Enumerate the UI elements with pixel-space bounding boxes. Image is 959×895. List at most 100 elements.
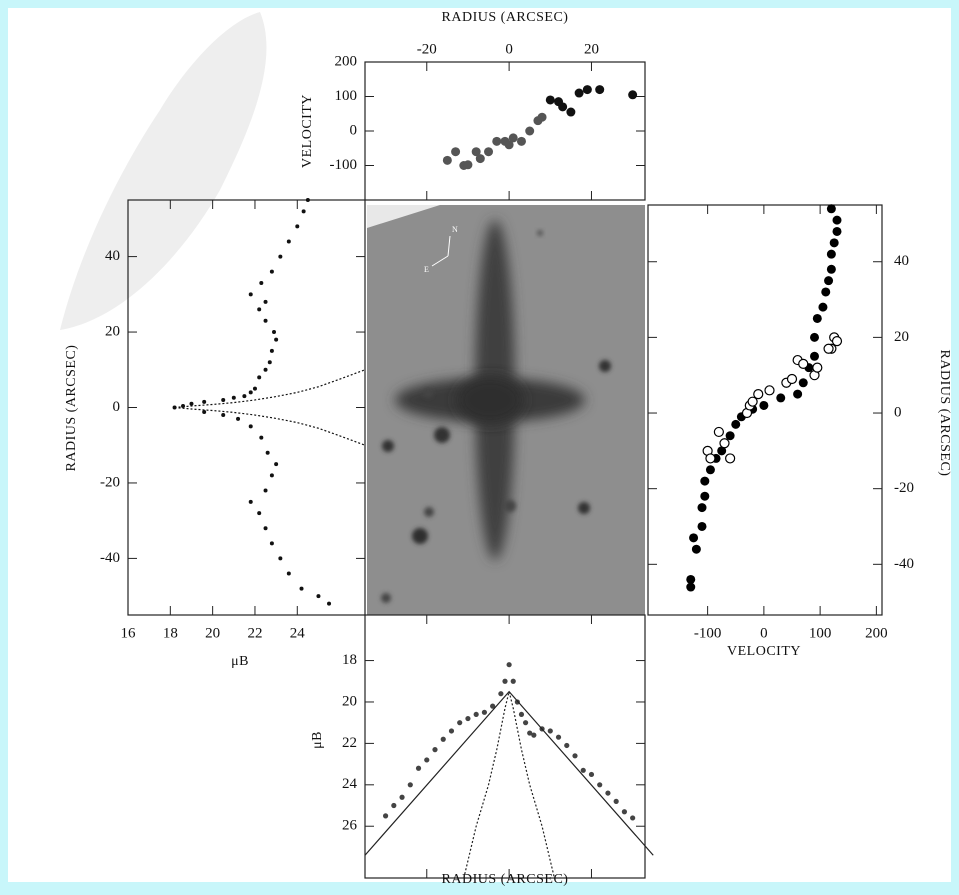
y-axis-label: μB [310, 731, 325, 749]
data-point [248, 292, 253, 297]
data-point [630, 815, 636, 821]
data-point [432, 747, 438, 753]
y-tick-label: 22 [342, 735, 357, 751]
y-tick-label: -20 [894, 480, 914, 496]
data-point [786, 373, 798, 385]
data-point [327, 601, 332, 606]
data-point [574, 88, 584, 98]
data-point [502, 678, 508, 684]
data-point [202, 410, 207, 415]
x-tick-label: 16 [121, 625, 137, 641]
data-point [717, 446, 727, 456]
y-tick-label: -20 [100, 474, 120, 490]
compass-label: N [452, 225, 458, 234]
data-point [597, 782, 603, 788]
data-point [274, 462, 279, 467]
data-point [812, 362, 823, 373]
data-point [391, 802, 397, 809]
data-point [700, 476, 710, 486]
data-point [691, 544, 701, 554]
data-point [516, 136, 526, 146]
data-point [831, 336, 843, 347]
data-point [580, 767, 586, 773]
data-point [481, 709, 488, 715]
data-point [463, 160, 473, 170]
x-axis-label: RADIUS (ARCSEC) [442, 10, 569, 25]
data-point [221, 413, 226, 418]
data-point [242, 394, 247, 399]
data-point [265, 450, 270, 455]
data-point [407, 782, 413, 788]
y-tick-label: 26 [342, 818, 358, 834]
y-tick-label: 0 [350, 122, 358, 138]
y-tick-label: 40 [105, 248, 120, 264]
data-point [257, 511, 262, 516]
model-curve [463, 691, 555, 879]
data-point [764, 385, 775, 396]
data-point [202, 399, 207, 404]
data-point [448, 728, 455, 734]
data-point [689, 533, 699, 543]
data-point [700, 491, 710, 501]
data-point [527, 730, 533, 736]
model-curve [174, 369, 366, 409]
data-point [686, 574, 696, 584]
data-point [181, 403, 186, 408]
x-axis-label: RADIUS (ARCSEC) [442, 872, 569, 887]
y-tick-label: 18 [342, 652, 357, 668]
data-point [793, 389, 803, 399]
data-point [267, 360, 272, 365]
y-tick-label: 40 [894, 253, 909, 269]
data-point [286, 571, 291, 576]
data-point [798, 358, 809, 369]
data-point [504, 140, 514, 150]
data-point [713, 426, 724, 438]
data-point [506, 662, 512, 668]
compass-label: E [424, 265, 429, 274]
data-point [705, 465, 715, 475]
data-point [231, 395, 236, 400]
data-point [399, 794, 405, 800]
data-point [826, 204, 836, 214]
data-point [621, 809, 628, 815]
data-point [776, 393, 786, 403]
galaxy-image: N E [367, 205, 645, 615]
data-point [440, 736, 446, 742]
data-point [382, 813, 389, 819]
data-point [415, 765, 422, 771]
data-point [824, 276, 834, 286]
data-point [263, 526, 268, 531]
plot-frame [364, 614, 646, 879]
data-point [522, 720, 529, 726]
data-point [518, 711, 525, 718]
x-tick-label: 20 [584, 41, 599, 57]
data-point [286, 239, 291, 244]
data-point [451, 147, 461, 157]
data-point [248, 390, 253, 395]
data-point [299, 586, 304, 591]
y-tick-label: 20 [105, 323, 120, 339]
data-point [823, 343, 834, 354]
data-point [295, 224, 300, 229]
data-point [566, 107, 576, 117]
data-point [826, 249, 836, 259]
data-point [686, 582, 696, 592]
data-point [263, 367, 268, 372]
data-point [605, 790, 611, 796]
x-tick-label: -20 [417, 41, 437, 57]
data-point [697, 521, 707, 531]
data-point [259, 281, 264, 285]
data-point [269, 348, 274, 353]
data-point [263, 299, 268, 304]
data-point [510, 678, 516, 684]
data-point [484, 147, 494, 157]
data-point [531, 732, 537, 738]
data-point [545, 95, 555, 105]
y-tick-label: 24 [342, 776, 358, 792]
x-tick-label: 18 [163, 625, 178, 641]
data-point [572, 753, 578, 759]
data-point [555, 734, 562, 740]
data-point [595, 85, 605, 95]
data-point [508, 133, 518, 143]
data-point [465, 715, 471, 722]
